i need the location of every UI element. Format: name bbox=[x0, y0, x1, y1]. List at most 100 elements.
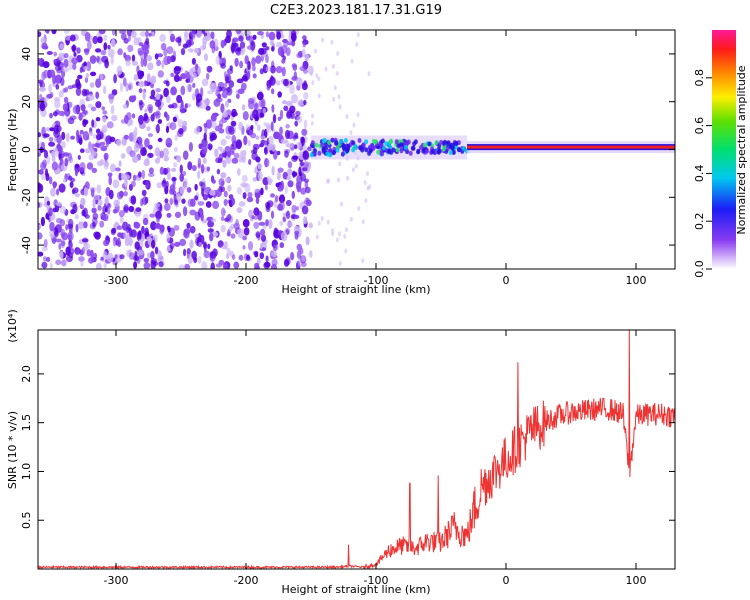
noise-blob bbox=[156, 182, 162, 189]
noise-blob bbox=[141, 44, 145, 51]
noise-blob bbox=[258, 221, 266, 226]
noise-blob bbox=[194, 183, 198, 191]
y-tick-label: 1.0 bbox=[20, 463, 33, 481]
noise-blob bbox=[114, 221, 119, 227]
noise-blob bbox=[159, 166, 165, 175]
faint-blob bbox=[340, 201, 343, 207]
noise-blob bbox=[85, 72, 90, 79]
noise-blob bbox=[67, 117, 75, 125]
noise-blob bbox=[144, 227, 149, 237]
noise-blob bbox=[142, 48, 150, 55]
noise-blob bbox=[113, 237, 118, 242]
noise-blob bbox=[88, 141, 92, 151]
noise-blob bbox=[274, 195, 279, 203]
noise-blob bbox=[142, 196, 148, 206]
noise-blob bbox=[76, 82, 82, 90]
noise-blob bbox=[230, 120, 237, 127]
noise-blob bbox=[283, 105, 289, 112]
noise-blob bbox=[68, 63, 73, 70]
noise-blob bbox=[181, 198, 186, 204]
noise-blob bbox=[103, 85, 107, 95]
noise-blob bbox=[144, 108, 148, 113]
faint-blob bbox=[310, 120, 314, 126]
noise-blob bbox=[103, 262, 107, 269]
noise-blob bbox=[242, 192, 247, 200]
transition-blob bbox=[328, 152, 332, 158]
noise-blob bbox=[279, 109, 284, 120]
noise-blob bbox=[68, 218, 74, 229]
noise-blob bbox=[284, 184, 288, 195]
transition-blob bbox=[376, 149, 381, 155]
noise-blob bbox=[71, 189, 76, 195]
noise-blob bbox=[133, 37, 140, 46]
noise-blob bbox=[168, 227, 175, 237]
noise-blob bbox=[124, 236, 130, 247]
noise-blob bbox=[209, 189, 217, 196]
noise-blob bbox=[166, 245, 171, 252]
noise-blob bbox=[220, 63, 227, 69]
noise-blob bbox=[256, 91, 264, 101]
noise-blob bbox=[194, 47, 200, 54]
noise-blob bbox=[262, 108, 267, 114]
noise-blob bbox=[100, 128, 106, 133]
noise-blob bbox=[192, 82, 196, 88]
noise-blob bbox=[50, 233, 55, 239]
noise-blob bbox=[201, 138, 208, 148]
noise-blob bbox=[74, 168, 78, 177]
noise-blob bbox=[176, 193, 182, 202]
noise-blob bbox=[96, 128, 101, 134]
noise-blob bbox=[39, 102, 46, 112]
noise-blob bbox=[276, 150, 281, 156]
noise-blob bbox=[269, 39, 274, 46]
noise-blob bbox=[292, 135, 299, 140]
noise-blob bbox=[157, 70, 164, 78]
noise-blob bbox=[151, 239, 156, 249]
noise-blob bbox=[201, 261, 208, 269]
x-tick-label: 100 bbox=[626, 574, 647, 587]
transition-blob bbox=[395, 147, 400, 153]
noise-blob bbox=[102, 251, 108, 260]
noise-blob bbox=[113, 199, 119, 207]
transition-blob bbox=[416, 148, 421, 154]
noise-blob bbox=[53, 111, 58, 117]
noise-blob bbox=[183, 177, 188, 187]
noise-blob bbox=[59, 205, 67, 214]
noise-blob bbox=[174, 134, 178, 141]
noise-blob bbox=[260, 228, 266, 236]
noise-blob bbox=[209, 40, 216, 49]
noise-blob bbox=[60, 240, 66, 247]
noise-blob bbox=[267, 143, 274, 151]
noise-blob bbox=[187, 75, 194, 83]
noise-blob bbox=[51, 161, 59, 171]
noise-blob bbox=[61, 131, 66, 141]
noise-blob bbox=[53, 51, 57, 57]
faint-blob bbox=[331, 63, 335, 69]
faint-blob bbox=[333, 85, 337, 91]
noise-blob bbox=[132, 95, 137, 101]
noise-blob bbox=[141, 169, 146, 180]
colorbar-tick-label: 0.4 bbox=[693, 165, 706, 183]
noise-blob bbox=[217, 93, 222, 99]
noise-blob bbox=[248, 159, 252, 166]
faint-blob bbox=[367, 71, 371, 77]
noise-blob bbox=[145, 30, 150, 38]
noise-blob bbox=[134, 250, 138, 261]
noise-blob bbox=[276, 31, 281, 40]
noise-blob bbox=[157, 53, 163, 58]
noise-blob bbox=[230, 145, 235, 154]
noise-blob bbox=[242, 219, 250, 228]
noise-blob bbox=[250, 125, 254, 130]
noise-blob bbox=[189, 209, 197, 216]
noise-blob bbox=[51, 150, 55, 158]
noise-blob bbox=[252, 34, 257, 40]
noise-blob bbox=[74, 213, 80, 220]
noise-blob bbox=[273, 131, 281, 140]
noise-blob bbox=[281, 58, 286, 64]
noise-blob bbox=[294, 214, 299, 220]
noise-blob bbox=[184, 263, 190, 269]
noise-blob bbox=[93, 231, 100, 238]
transition-blob bbox=[357, 138, 362, 143]
noise-blob bbox=[132, 174, 137, 181]
noise-blob bbox=[266, 200, 274, 208]
faint-blob bbox=[335, 71, 339, 76]
